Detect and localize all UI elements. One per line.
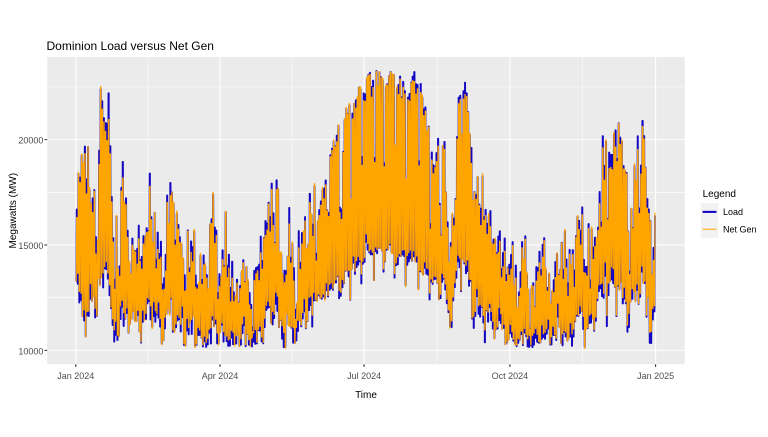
svg-text:Time: Time (355, 390, 377, 401)
svg-text:20000: 20000 (18, 136, 43, 146)
svg-text:Jan 2025: Jan 2025 (637, 371, 674, 381)
svg-text:15000: 15000 (18, 241, 43, 251)
svg-text:Jan 2024: Jan 2024 (57, 371, 94, 381)
svg-text:Oct 2024: Oct 2024 (492, 371, 529, 381)
svg-text:Load: Load (723, 207, 743, 217)
svg-text:Apr 2024: Apr 2024 (202, 371, 239, 381)
svg-text:10000: 10000 (18, 346, 43, 356)
svg-text:Dominion Load versus Net Gen: Dominion Load versus Net Gen (47, 39, 214, 53)
svg-text:Legend: Legend (703, 189, 736, 200)
svg-text:Net Gen: Net Gen (723, 224, 757, 234)
svg-text:Jul 2024: Jul 2024 (347, 371, 381, 381)
svg-text:Megawatts (MW): Megawatts (MW) (8, 173, 19, 249)
